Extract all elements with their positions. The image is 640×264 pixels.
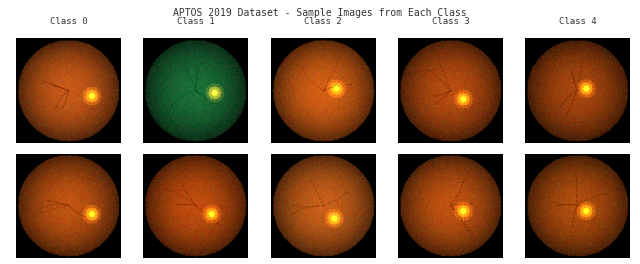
Text: APTOS 2019 Dataset - Sample Images from Each Class: APTOS 2019 Dataset - Sample Images from … xyxy=(173,8,467,18)
Text: Class 4: Class 4 xyxy=(559,17,596,26)
Text: Class 3: Class 3 xyxy=(432,17,469,26)
Text: Class 2: Class 2 xyxy=(305,17,342,26)
Text: Class 0: Class 0 xyxy=(50,17,87,26)
Text: Class 1: Class 1 xyxy=(177,17,214,26)
